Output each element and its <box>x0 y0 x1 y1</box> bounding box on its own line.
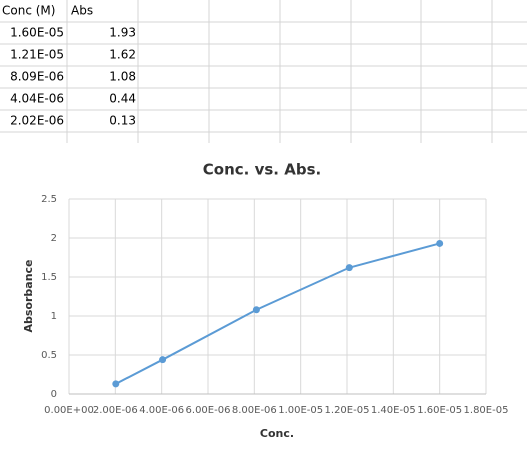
table-cell: 8.09E-06 <box>10 70 64 84</box>
x-tick-label: 1.20E-05 <box>325 405 370 416</box>
y-axis-title: Absorbance <box>22 259 35 332</box>
data-point <box>345 264 353 272</box>
x-tick-label: 4.00E-06 <box>139 405 184 416</box>
table-cell: 0.44 <box>109 92 136 106</box>
data-point <box>159 356 167 364</box>
x-axis-title: Conc. <box>260 427 294 440</box>
x-tick-label: 8.00E-06 <box>232 405 277 416</box>
table-cell: 1.62 <box>109 48 136 62</box>
header-cell: Conc (M) <box>2 4 55 18</box>
x-tick-label: 1.00E-05 <box>278 405 323 416</box>
x-tick-label: 1.60E-05 <box>417 405 462 416</box>
y-tick-label: 2 <box>51 233 57 244</box>
y-tick-label: 1 <box>51 311 57 322</box>
chart-title: Conc. vs. Abs. <box>203 161 321 179</box>
table-cell: 1.93 <box>109 26 136 40</box>
x-tick-label: 0.00E+00 <box>44 405 94 416</box>
y-tick-label: 1.5 <box>41 272 57 283</box>
y-tick-label: 0.5 <box>41 350 57 361</box>
table-cell: 1.21E-05 <box>10 48 64 62</box>
table-cell: 2.02E-06 <box>10 114 64 128</box>
table-cell: 1.60E-05 <box>10 26 64 40</box>
chart: Conc. vs. Abs. Absorbance Conc. 0 0.5 1 1.5… <box>22 161 508 441</box>
x-tick-label: 1.40E-05 <box>371 405 416 416</box>
spreadsheet: Conc (M) Abs 1.60E-05 1.93 1.21E-05 1.62 8.09E… <box>0 0 527 143</box>
data-point <box>112 380 120 388</box>
y-tick-label: 0 <box>51 389 57 400</box>
header-cell: Abs <box>71 4 93 18</box>
data-point <box>436 239 444 247</box>
table-cell: 1.08 <box>109 70 136 84</box>
x-tick-label: 1.80E-05 <box>464 405 509 416</box>
y-tick-label: 2.5 <box>41 194 57 205</box>
table-cell: 4.04E-06 <box>10 92 64 106</box>
x-tick-label: 6.00E-06 <box>186 405 231 416</box>
x-tick-label: 2.00E-06 <box>93 405 138 416</box>
data-point <box>252 306 260 314</box>
table-cell: 0.13 <box>109 114 136 128</box>
